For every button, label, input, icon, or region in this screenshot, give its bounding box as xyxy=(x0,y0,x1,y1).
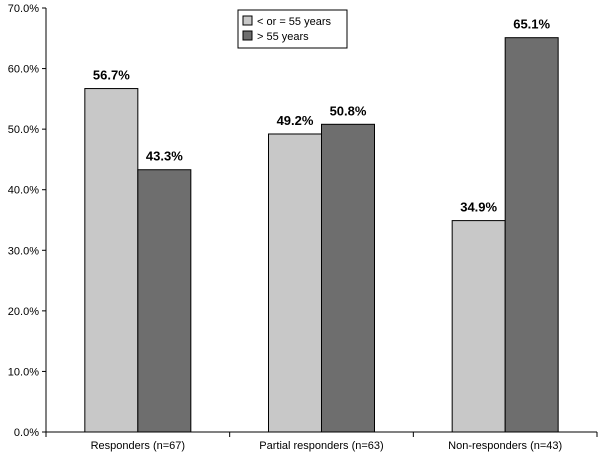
bar xyxy=(504,37,559,433)
legend-swatch xyxy=(242,30,253,41)
bar xyxy=(137,169,192,433)
y-tick-label: 70.0% xyxy=(8,3,39,15)
legend-swatch xyxy=(242,15,253,26)
legend-label: > 55 years xyxy=(257,31,309,43)
x-category-label: Non-responders (n=43) xyxy=(448,440,562,452)
y-tick-label: 60.0% xyxy=(8,64,39,76)
data-label: 49.2% xyxy=(277,113,314,128)
legend-box xyxy=(237,9,348,49)
y-tick-label: 50.0% xyxy=(8,124,39,136)
data-labels: 56.7% 43.3% 49.2% 50.8% 34.9% 65.1% xyxy=(93,17,551,215)
axes: 0.0% 10.0% 20.0% 30.0% 40.0% 50.0% 60.0% 70.0% R… xyxy=(8,3,598,452)
y-tick-label: 30.0% xyxy=(8,245,39,257)
legend: < or = 55 years > 55 years xyxy=(237,9,348,49)
x-category-label: Responders (n=67) xyxy=(91,440,185,452)
bar xyxy=(84,88,139,433)
x-category-label: Partial responders (n=63) xyxy=(259,440,383,452)
bar xyxy=(451,220,506,433)
data-label: 34.9% xyxy=(460,200,497,215)
y-tick-label: 40.0% xyxy=(8,185,39,197)
data-label: 56.7% xyxy=(93,68,130,83)
legend-label: < or = 55 years xyxy=(257,16,331,28)
y-tick-label: 10.0% xyxy=(8,366,39,378)
y-tick-label: 20.0% xyxy=(8,306,39,318)
data-label: 43.3% xyxy=(146,149,183,164)
y-tick-label: 0.0% xyxy=(14,427,39,439)
bars xyxy=(84,37,559,433)
data-label: 65.1% xyxy=(513,17,550,32)
bar xyxy=(321,123,375,433)
bar xyxy=(268,133,322,433)
data-label: 50.8% xyxy=(330,103,367,118)
